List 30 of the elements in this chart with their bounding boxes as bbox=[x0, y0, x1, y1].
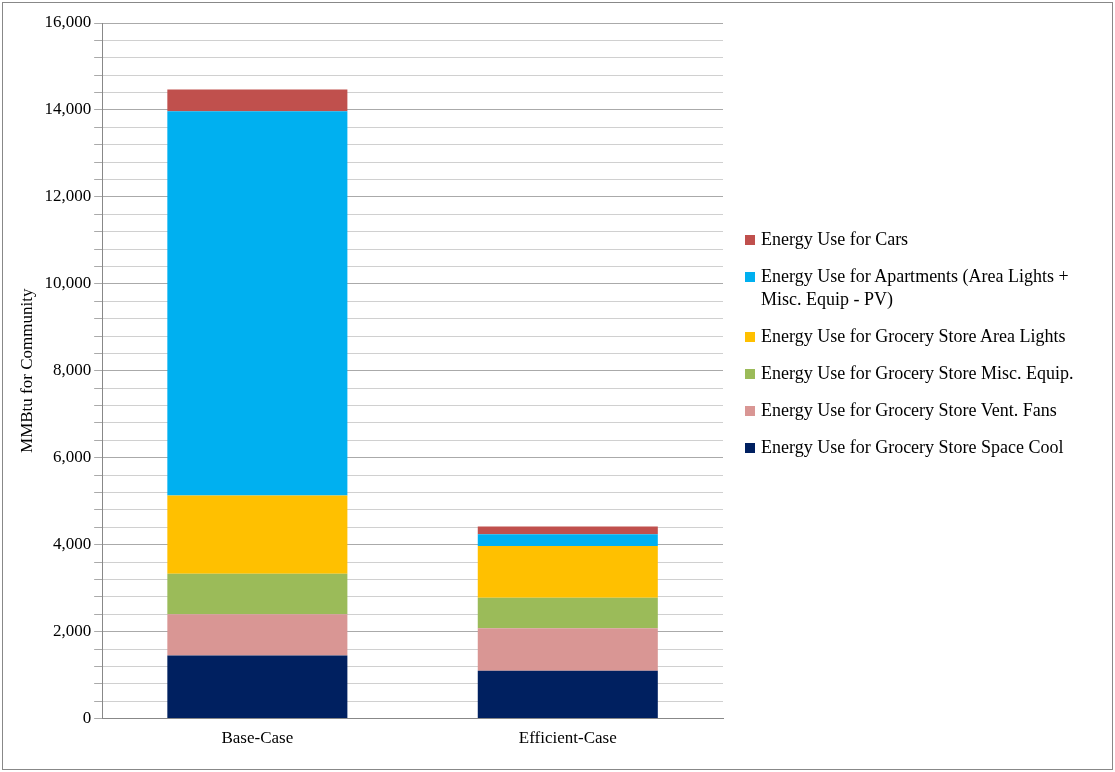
y-tick-label: 12,000 bbox=[44, 186, 92, 206]
legend-label: Energy Use for Grocery Store Vent. Fans bbox=[761, 399, 1057, 422]
bar bbox=[167, 495, 348, 574]
y-tick-label: 10,000 bbox=[44, 273, 92, 293]
x-tick-label: Efficient-Case bbox=[518, 728, 617, 748]
bar bbox=[167, 89, 348, 112]
y-tick-label: 0 bbox=[82, 708, 92, 728]
y-tick-label: 8,000 bbox=[52, 360, 92, 380]
y-tick-label: 4,000 bbox=[52, 534, 92, 554]
bar bbox=[477, 534, 658, 546]
legend-label: Energy Use for Grocery Store Misc. Equip. bbox=[761, 362, 1074, 385]
legend-label: Energy Use for Apartments (Area Lights + Misc. Equip - PV) bbox=[761, 265, 1070, 311]
bar bbox=[477, 670, 658, 719]
y-tick-label: 6,000 bbox=[52, 447, 92, 467]
bar bbox=[167, 573, 348, 615]
y-tick-label: 16,000 bbox=[44, 12, 92, 32]
bar bbox=[477, 597, 658, 629]
bar bbox=[167, 111, 348, 496]
bar bbox=[477, 628, 658, 671]
legend-label: Energy Use for Cars bbox=[761, 228, 909, 251]
y-axis-title: MMBtu for Community bbox=[16, 288, 36, 453]
bar bbox=[477, 526, 658, 535]
legend-label: Energy Use for Grocery Store Area Lights bbox=[761, 325, 1066, 348]
bar bbox=[477, 546, 658, 598]
y-tick-label: 2,000 bbox=[52, 621, 92, 641]
bar bbox=[167, 614, 348, 656]
legend-label: Energy Use for Grocery Store Space Cool bbox=[761, 436, 1064, 459]
y-tick-label: 14,000 bbox=[44, 99, 92, 119]
bar bbox=[167, 655, 348, 719]
x-tick-label: Base-Case bbox=[221, 728, 294, 748]
